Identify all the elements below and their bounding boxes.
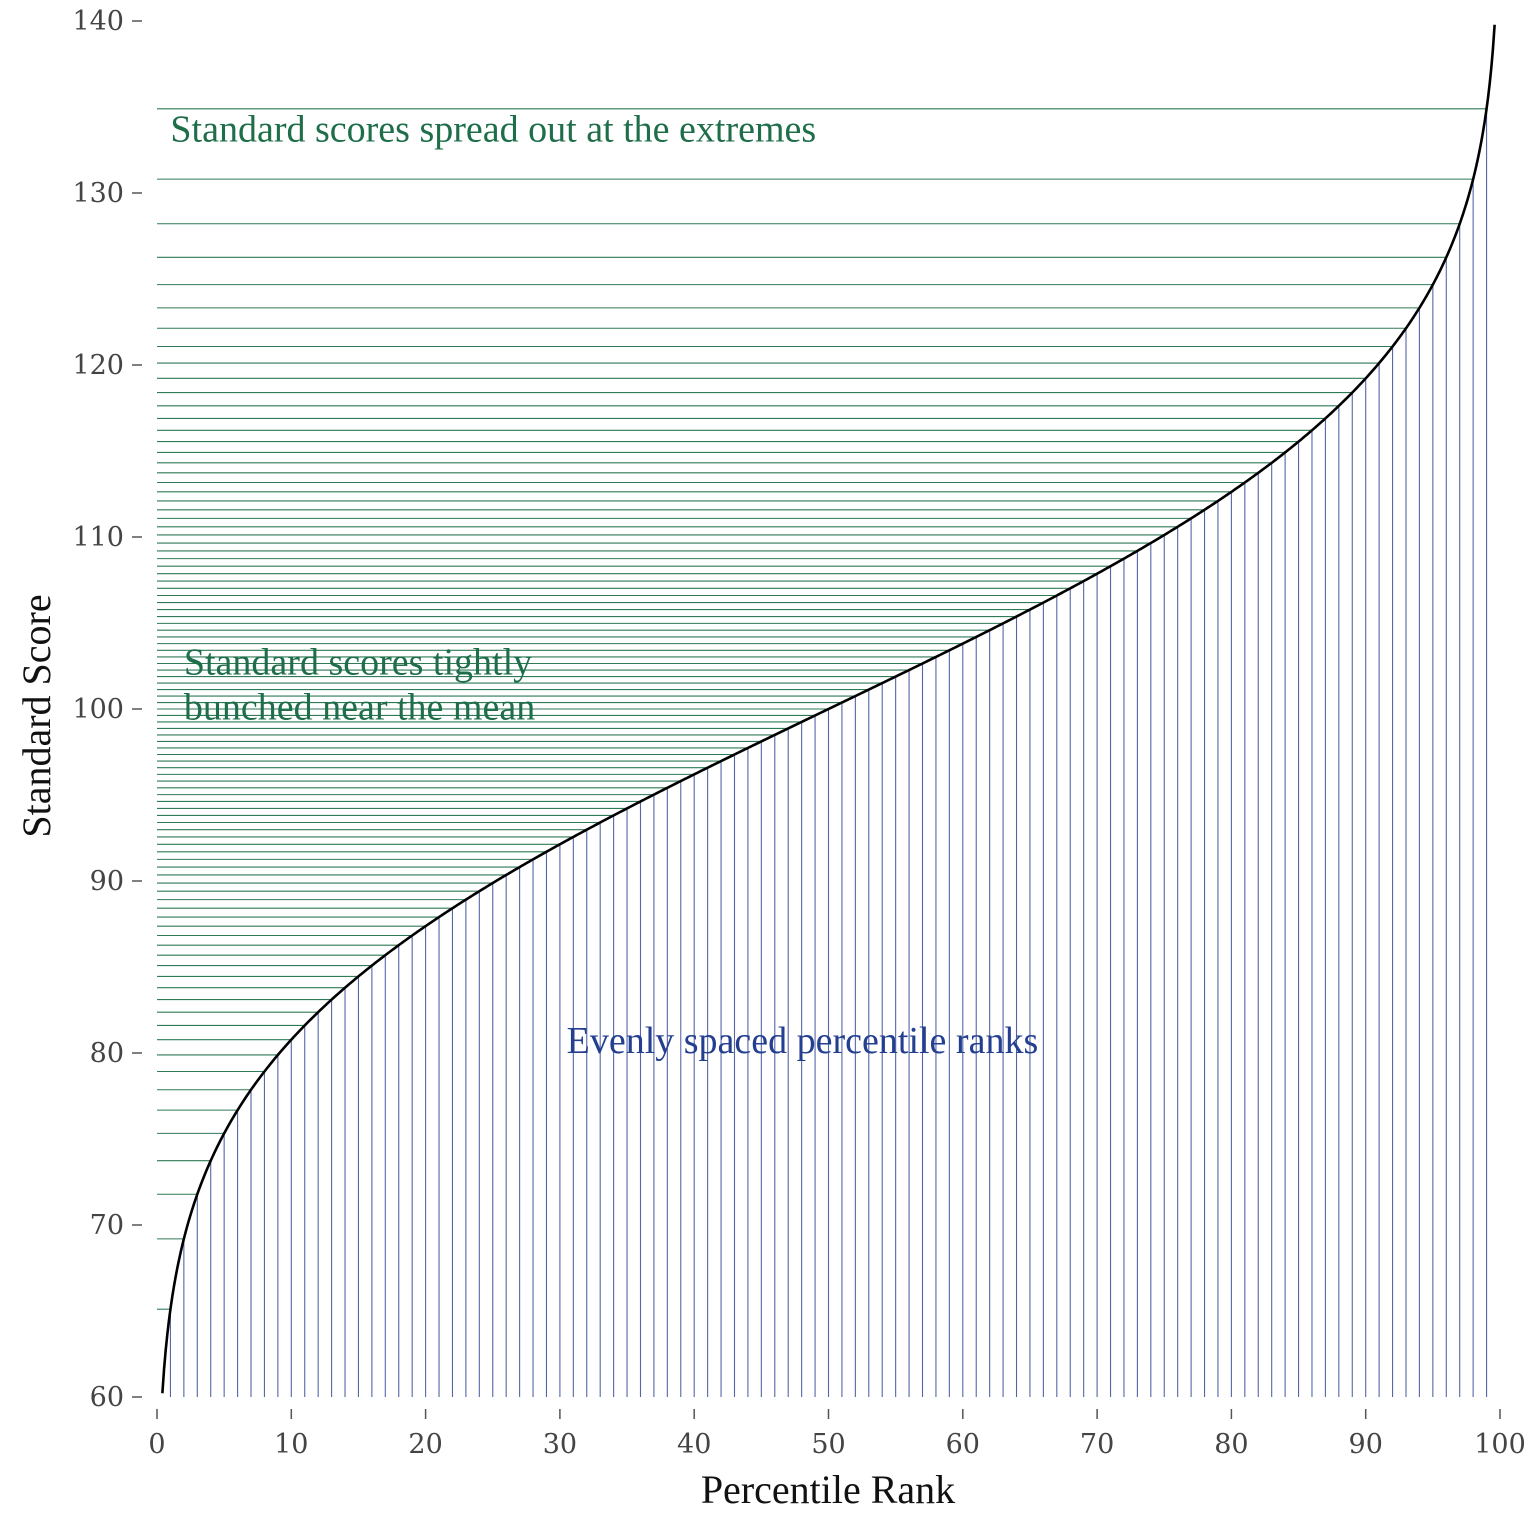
y-tick-label-130: 130 [72,178,124,209]
y-tick-label-70: 70 [90,1210,124,1241]
annotation-mean-line1: Standard scores tightly [184,642,532,684]
x-tick-label-80: 80 [1214,1429,1248,1460]
y-tick-label-110: 110 [72,522,124,553]
x-tick-label-0: 0 [148,1429,165,1460]
x-tick-label-60: 60 [946,1429,980,1460]
annotation-mean-line2: bunched near the mean [184,686,535,728]
y-axis-title: Standard Score [14,594,59,837]
annotation-evenly-spaced: Evenly spaced percentile ranks [567,1020,1039,1062]
x-tick-label-70: 70 [1080,1429,1114,1460]
vertical-percentile-lines [169,108,1488,1397]
x-tick-label-90: 90 [1349,1429,1383,1460]
y-tick-label-60: 60 [90,1382,124,1413]
x-tick-label-100: 100 [1474,1429,1526,1460]
normal-quantile-curve [161,24,1496,1394]
x-axis: 0 10 20 30 40 50 60 70 80 90 100 [148,1409,1526,1460]
x-tick-label-40: 40 [677,1429,711,1460]
y-tick-label-140: 140 [72,6,124,37]
y-axis: 60 70 80 90 100 110 120 130 140 [72,6,142,1413]
x-tick-label-50: 50 [811,1429,845,1460]
y-tick-label-80: 80 [90,1038,124,1069]
horizontal-score-lines [157,108,1487,1310]
x-tick-label-10: 10 [274,1429,308,1460]
y-tick-label-120: 120 [72,350,124,381]
y-tick-label-100: 100 [72,694,124,725]
annotation-extremes: Standard scores spread out at the extrem… [170,108,816,150]
x-axis-title: Percentile Rank [701,1467,955,1512]
x-tick-label-30: 30 [543,1429,577,1460]
x-tick-label-20: 20 [408,1429,442,1460]
y-tick-label-90: 90 [90,866,124,897]
